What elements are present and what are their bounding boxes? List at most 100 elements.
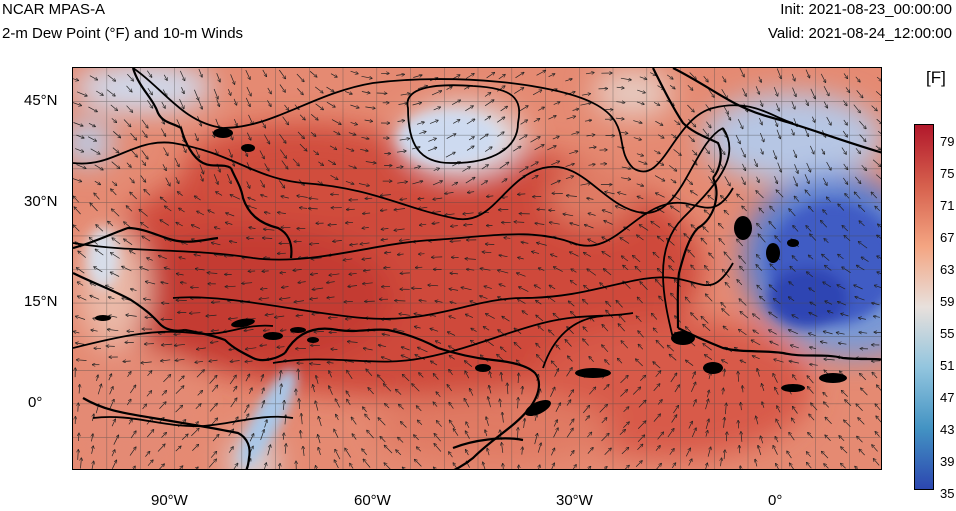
wind-vector bbox=[618, 358, 623, 364]
wind-vector bbox=[111, 161, 120, 169]
wind-vector bbox=[656, 160, 663, 165]
wind-vector bbox=[245, 97, 250, 107]
wind-vector bbox=[74, 331, 80, 333]
wind-vector bbox=[776, 190, 784, 198]
wind-vector bbox=[553, 102, 560, 105]
wind-vector bbox=[706, 121, 711, 128]
wind-vector bbox=[739, 256, 747, 264]
wind-vector bbox=[108, 297, 115, 299]
wind-vector bbox=[776, 129, 780, 139]
wind-vector bbox=[687, 104, 694, 112]
wind-vector bbox=[140, 175, 146, 183]
wind-vector bbox=[210, 342, 219, 343]
wind-vector bbox=[398, 254, 404, 255]
wind-vector bbox=[130, 192, 137, 200]
wind-vector bbox=[160, 220, 169, 226]
wind-vector bbox=[95, 249, 104, 256]
wind-vector bbox=[751, 340, 761, 346]
wind-vector bbox=[381, 239, 388, 240]
wind-vector bbox=[346, 222, 354, 223]
wind-vector bbox=[394, 229, 405, 231]
wind-vector bbox=[826, 161, 831, 170]
wind-vector bbox=[297, 196, 308, 198]
wind-vector bbox=[446, 134, 456, 139]
wind-vector bbox=[618, 192, 627, 196]
wind-vector bbox=[433, 374, 439, 380]
wind-vector bbox=[368, 388, 374, 395]
wind-vector bbox=[394, 209, 406, 210]
wind-vector bbox=[836, 333, 845, 335]
wind-vector bbox=[88, 106, 97, 112]
wind-vector bbox=[381, 357, 392, 361]
wind-vector bbox=[330, 174, 338, 179]
wind-vector bbox=[638, 400, 646, 408]
wind-vector bbox=[824, 402, 830, 408]
wind-vector bbox=[656, 193, 665, 198]
wind-vector bbox=[875, 145, 881, 150]
wind-vector bbox=[78, 251, 87, 258]
wind-vector bbox=[633, 256, 641, 263]
wind-vector bbox=[194, 133, 198, 141]
wind-vector bbox=[724, 418, 725, 428]
wind-vector bbox=[465, 371, 470, 379]
wind-vector bbox=[230, 398, 237, 408]
wind-vector bbox=[419, 373, 424, 378]
wind-vector bbox=[247, 238, 254, 239]
wind-vector bbox=[671, 206, 680, 213]
wind-vector bbox=[401, 355, 411, 360]
wind-vector bbox=[804, 174, 809, 183]
wind-vector bbox=[466, 314, 474, 318]
wind-vector bbox=[399, 139, 410, 141]
graticule bbox=[73, 68, 881, 469]
wind-vector bbox=[260, 430, 265, 441]
wind-vector bbox=[563, 214, 574, 216]
wind-vector bbox=[739, 299, 747, 306]
wind-vector bbox=[514, 343, 522, 350]
wind-vector bbox=[755, 86, 759, 94]
wind-vector bbox=[435, 341, 442, 344]
wind-vector bbox=[360, 243, 370, 244]
wind-vector bbox=[211, 330, 219, 331]
wind-vector bbox=[656, 280, 663, 288]
wind-vector bbox=[73, 178, 82, 181]
wind-vector bbox=[483, 327, 490, 331]
wind-vector bbox=[77, 282, 84, 286]
wind-vector bbox=[777, 406, 781, 413]
wind-vector bbox=[195, 404, 201, 410]
wind-vector bbox=[227, 173, 231, 184]
wind-vector bbox=[360, 149, 368, 151]
wind-vector bbox=[90, 296, 100, 300]
wind-vector bbox=[366, 369, 373, 377]
lon-label-90w: 90°W bbox=[151, 492, 188, 509]
wind-vector bbox=[551, 161, 559, 166]
wind-vector bbox=[108, 221, 114, 227]
wind-vector bbox=[262, 271, 269, 272]
wind-vector bbox=[318, 417, 322, 427]
wind-vector bbox=[280, 298, 291, 300]
wind-vector bbox=[331, 194, 339, 195]
wind-vector bbox=[466, 119, 475, 125]
wind-vector bbox=[620, 390, 627, 397]
wind-vector bbox=[742, 88, 747, 96]
wind-vector bbox=[333, 130, 340, 134]
wind-vector bbox=[75, 148, 83, 152]
wind-vector bbox=[531, 176, 538, 180]
wind-vector bbox=[691, 283, 696, 289]
wind-vector bbox=[621, 341, 629, 349]
wind-vector bbox=[296, 315, 304, 316]
wind-vector bbox=[756, 416, 759, 425]
wind-vector bbox=[602, 325, 609, 332]
wind-vector bbox=[674, 385, 680, 393]
wind-vector bbox=[668, 345, 675, 352]
wind-vector bbox=[96, 225, 104, 232]
wind-vector bbox=[669, 266, 674, 271]
wind-vector bbox=[658, 236, 665, 242]
wind-vector bbox=[828, 311, 834, 313]
wind-vector bbox=[821, 148, 825, 154]
wind-vector bbox=[583, 299, 589, 305]
wind-vector bbox=[606, 310, 614, 319]
wind-vector bbox=[76, 164, 86, 169]
wind-vector bbox=[549, 222, 560, 224]
wind-vector bbox=[666, 74, 673, 79]
wind-vector bbox=[94, 348, 102, 349]
